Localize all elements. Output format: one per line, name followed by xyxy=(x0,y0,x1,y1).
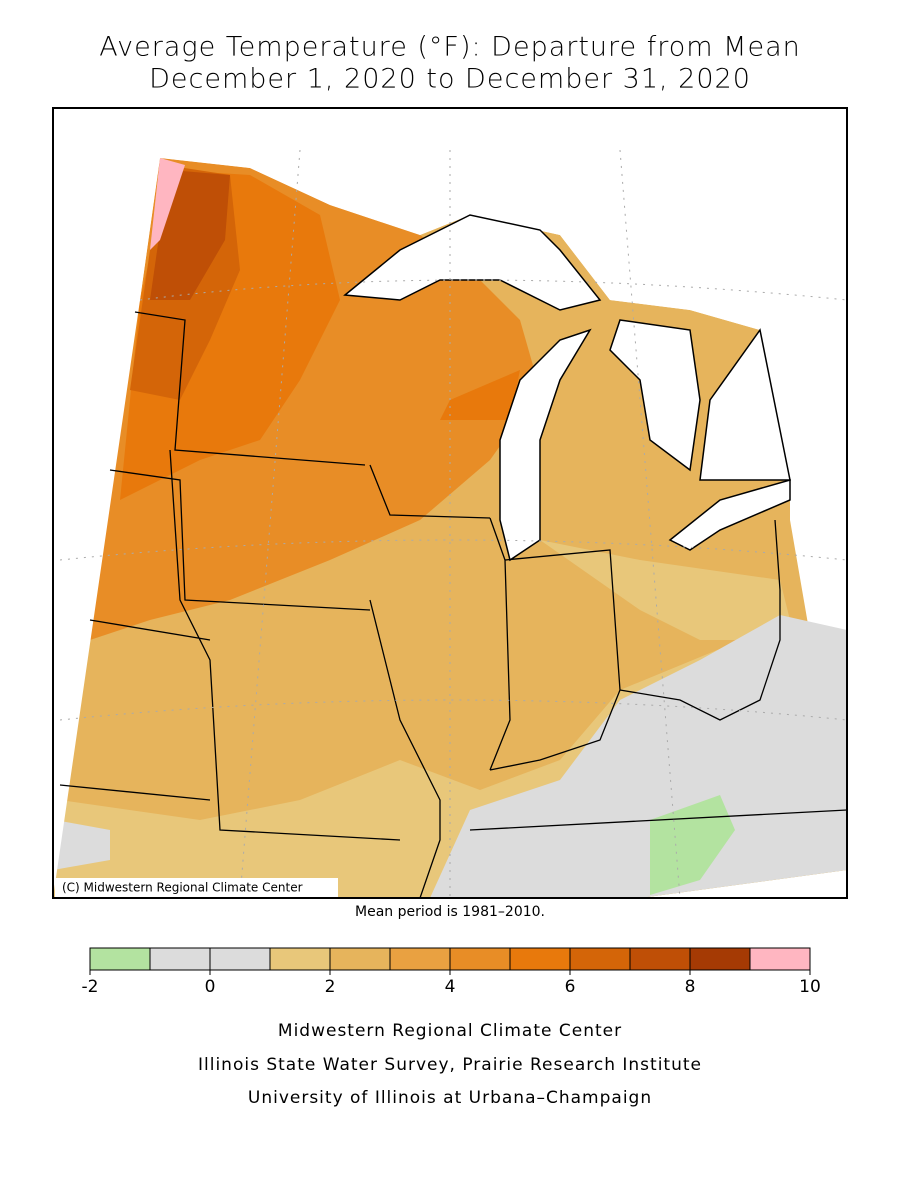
colorbar-bin xyxy=(449,947,511,971)
colorbar-tick-label: 2 xyxy=(325,977,336,997)
region xyxy=(53,820,110,870)
lake-huron xyxy=(609,319,791,481)
colorbar-bin xyxy=(689,947,751,971)
colorbar-tick-label: -2 xyxy=(82,977,99,997)
colorbar-tick-label: 6 xyxy=(565,977,576,997)
credit: Illinois State Water Survey, Prairie Res… xyxy=(198,1055,702,1075)
colorbar-bin xyxy=(209,947,271,971)
colorbar-bin xyxy=(269,947,331,971)
lake-michigan xyxy=(499,328,592,562)
credit: University of Illinois at Urbana–Champai… xyxy=(248,1088,652,1108)
credit: Midwestern Regional Climate Center xyxy=(278,1021,622,1041)
copyright: (C) Midwestern Regional Climate Center xyxy=(62,881,303,895)
copyright-bg xyxy=(55,878,338,897)
outside xyxy=(53,108,847,898)
colorbar-tick-label: 8 xyxy=(685,977,696,997)
lake-superior xyxy=(343,214,602,311)
map: (C) Midwestern Regional Climate Center xyxy=(52,107,848,899)
colorbar-bin xyxy=(749,947,811,971)
colorbar-bin xyxy=(149,947,211,971)
colorbar-tick-label: 4 xyxy=(445,977,456,997)
colorbar-bin xyxy=(389,947,451,971)
title-line: December 1, 2020 to December 31, 2020 xyxy=(149,64,751,95)
colorbar-bin xyxy=(329,947,391,971)
note: Mean period is 1981–2010. xyxy=(355,904,545,920)
colorbar-bin xyxy=(89,947,151,971)
region xyxy=(150,158,185,250)
borders xyxy=(59,311,847,898)
map-frame xyxy=(52,107,848,899)
region xyxy=(440,370,520,420)
colorbar-tick-label: 10 xyxy=(799,977,821,997)
region xyxy=(650,795,735,895)
lake-erie xyxy=(668,479,791,551)
colorbar-tick-label: 0 xyxy=(205,977,216,997)
colorbar: -2 0 2 4 6 8 10 xyxy=(82,947,821,997)
colorbar-bin xyxy=(629,947,691,971)
region xyxy=(430,615,847,898)
colorbar-bin xyxy=(569,947,631,971)
colorbar-bin xyxy=(509,947,571,971)
graticule xyxy=(59,149,847,898)
title-line: Average Temperature (°F): Departure from… xyxy=(99,32,800,63)
